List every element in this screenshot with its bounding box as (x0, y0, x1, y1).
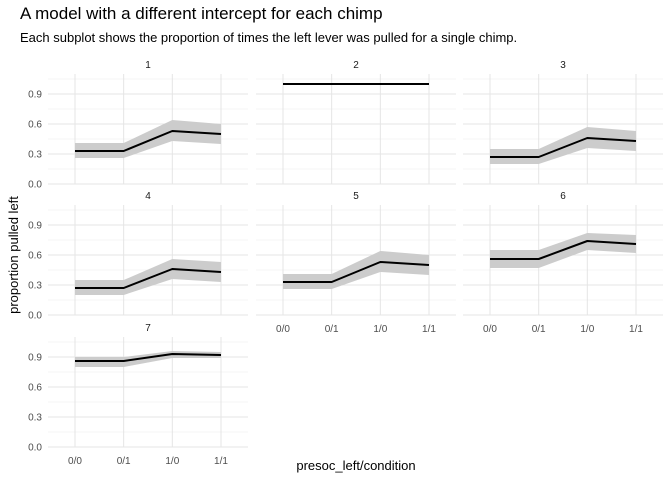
y-tick-label: 0.3 (28, 150, 42, 161)
x-tick-label: 0/1 (117, 456, 131, 467)
facet-strip-label: 7 (145, 323, 151, 334)
y-tick-label: 0.0 (28, 180, 42, 191)
chart-subtitle: Each subplot shows the proportion of tim… (20, 30, 518, 45)
ribbon-interval (75, 120, 221, 158)
facet-strip-label: 6 (560, 191, 566, 202)
y-tick-label: 0.0 (28, 311, 42, 322)
y-tick-label: 0.0 (28, 443, 42, 454)
ribbon-interval (283, 251, 429, 289)
facet-panel-6: 6 0/0 0/1 1/0 1/1 (463, 191, 663, 335)
facet-strip-label: 3 (560, 60, 566, 71)
series-line (75, 353, 222, 362)
series-line (283, 261, 430, 283)
series-line (75, 130, 222, 152)
facet-panel-4: 4 0.0 0.3 0.6 0.9 (28, 191, 248, 322)
chart-title: A model with a different intercept for e… (20, 4, 383, 23)
y-tick-label: 0.3 (28, 281, 42, 292)
x-tick-label: 0/0 (276, 324, 290, 335)
x-tick-label: 1/0 (373, 324, 387, 335)
ribbon-interval (490, 127, 636, 164)
x-tick-label: 1/1 (422, 324, 436, 335)
facet-strip-label: 4 (145, 191, 151, 202)
facet-strip-label: 5 (353, 191, 359, 202)
x-tick-label: 1/0 (165, 456, 179, 467)
x-tick-label: 1/1 (629, 324, 643, 335)
y-tick-label: 0.9 (28, 353, 42, 364)
series-line (75, 268, 222, 289)
facet-strip-label: 2 (353, 60, 359, 71)
series-line (490, 240, 637, 260)
panel-background (256, 74, 456, 184)
facet-panel-2: 2 (256, 60, 456, 185)
y-tick-label: 0.9 (28, 221, 42, 232)
ribbon-interval (75, 259, 221, 295)
y-tick-label: 0.6 (28, 251, 42, 262)
facet-strip-label: 1 (145, 60, 151, 71)
y-tick-label: 0.3 (28, 413, 42, 424)
y-axis-title: proportion pulled left (6, 196, 21, 314)
panel-background (463, 74, 663, 184)
x-tick-label: 0/1 (325, 324, 339, 335)
y-tick-label: 0.9 (28, 90, 42, 101)
panel-background (48, 205, 248, 315)
x-tick-label: 0/0 (68, 456, 82, 467)
x-tick-label: 0/1 (532, 324, 546, 335)
y-tick-label: 0.6 (28, 120, 42, 131)
panels-layer: 1 0.0 0.3 0.6 0.9 2 3 4 0.0 0.3 0.6 0.9 5 0/0 0/1 1/0 1/… (28, 60, 663, 467)
x-axis-title: presoc_left/condition (296, 458, 415, 473)
x-tick-label: 0/0 (483, 324, 497, 335)
facet-panel-7: 7 0.0 0.3 0.6 0.9 0/0 0/1 1/0 1/1 (28, 323, 248, 467)
x-tick-label: 1/0 (580, 324, 594, 335)
series-line (490, 137, 637, 158)
facet-panel-5: 5 0/0 0/1 1/0 1/1 (256, 191, 456, 335)
facet-panel-1: 1 0.0 0.3 0.6 0.9 (28, 60, 248, 191)
facet-panel-3: 3 (463, 60, 663, 185)
x-tick-label: 1/1 (214, 456, 228, 467)
y-tick-label: 0.6 (28, 383, 42, 394)
